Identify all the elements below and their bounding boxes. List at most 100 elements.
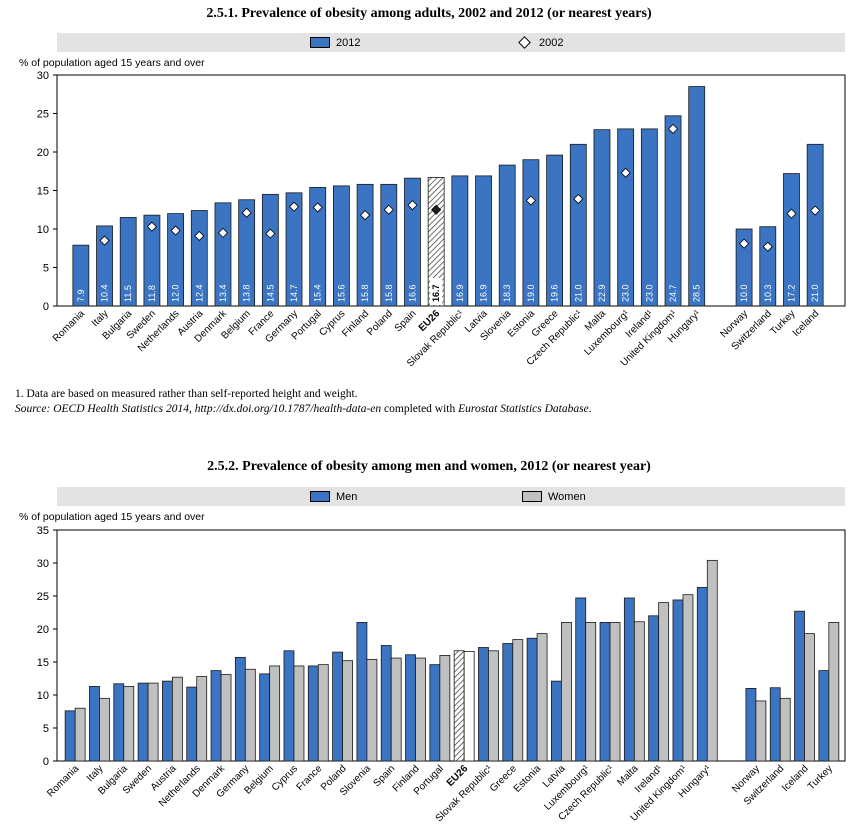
bar-2012-poland <box>380 183 398 307</box>
chart2-title: 2.5.2. Prevalence of obesity among men a… <box>207 459 651 474</box>
y-tick-label: 10 <box>37 690 49 702</box>
bar-2012-bulgaria <box>119 217 137 307</box>
y-tick-label: 20 <box>37 147 49 159</box>
y-tick-label: 10 <box>37 224 49 236</box>
marker-2002-eu26 <box>431 204 442 215</box>
bar-men-hungary <box>696 587 708 762</box>
data-label-turkey: 17.2 <box>786 284 796 302</box>
source-connector: completed with <box>384 403 456 415</box>
data-label-cyprus: 15.6 <box>336 284 346 302</box>
legend-label-2002: 2002 <box>539 36 564 49</box>
bar-2012-netherlands <box>167 213 184 307</box>
bar-2012-united-kingdom <box>664 115 682 307</box>
x-tick-label-turkey: Turkey <box>806 763 835 792</box>
bar-men-denmark <box>210 670 222 762</box>
bar-2012-greece <box>546 154 563 307</box>
legend-label-women: Women <box>548 490 586 503</box>
marker-2002-switzerland <box>762 241 773 252</box>
y-tick-label: 25 <box>37 591 49 603</box>
marker-2002-luxembourg <box>620 167 631 178</box>
marker-2002-norway <box>739 238 750 249</box>
marker-2002-poland <box>383 204 394 215</box>
y-tick-label: 5 <box>43 263 49 275</box>
data-label-malta: 22.9 <box>597 284 607 302</box>
bar-men-bulgaria <box>113 683 125 762</box>
data-label-eu26: 16.7 <box>431 284 441 302</box>
bar-2012-romania <box>72 244 90 307</box>
bar-2012-malta <box>593 129 611 307</box>
legend-label-men: Men <box>336 490 358 503</box>
x-tick-label-spain: Spain <box>393 308 419 334</box>
source-db: Eurostat Statistics Database <box>458 403 589 415</box>
bar-men-latvia <box>551 680 562 762</box>
bar-men-france <box>307 665 319 762</box>
x-tick-label-iceland: Iceland <box>791 308 822 339</box>
chart2-legend: Men Women <box>57 487 845 506</box>
marker-2002-sweden <box>146 221 157 232</box>
bar-women-france <box>317 664 329 762</box>
marker-2002-finland <box>360 210 371 221</box>
x-tick-label-france: France <box>295 763 325 793</box>
data-label-switzerland: 10.3 <box>763 284 773 302</box>
data-label-bulgaria: 11.5 <box>123 285 133 302</box>
marker-2002-austria <box>194 230 205 241</box>
bar-women-germany <box>244 668 256 762</box>
legend-label-2012: 2012 <box>336 36 361 49</box>
data-label-estonia: 19.0 <box>526 284 536 302</box>
bar-men-norway <box>745 687 757 762</box>
marker-2002-italy <box>99 235 110 246</box>
bar-2012-hungary <box>688 86 706 307</box>
bar-men-spain <box>380 645 392 762</box>
footnote: 1. Data are based on measured rather tha… <box>15 388 358 400</box>
data-label-united-kingdom: 24.7 <box>668 284 678 302</box>
bar-women-austria <box>172 676 183 762</box>
plot-frame <box>56 529 846 762</box>
bar-women-ireland <box>658 602 670 762</box>
bar-2012-ireland <box>640 128 658 307</box>
bar-women-belgium <box>269 665 281 762</box>
bar-men-sweden <box>137 682 149 762</box>
bar-2012-sweden <box>143 214 161 307</box>
bar-women-estonia <box>536 633 548 762</box>
bar-women-malta <box>633 621 645 762</box>
bar-2012-belgium <box>238 199 256 307</box>
bar-men-italy <box>89 686 100 762</box>
x-tick-label-cyprus: Cyprus <box>270 763 300 793</box>
legend-item-2002: 2002 <box>517 36 563 49</box>
y-tick-label: 30 <box>37 558 49 570</box>
bar-men-austria <box>162 680 173 762</box>
data-label-netherlands: 12.0 <box>171 284 181 302</box>
bar-women-switzerland <box>779 697 791 762</box>
y-tick-label: 25 <box>37 109 49 121</box>
chart2-y-axis-label: % of population aged 15 years and over <box>19 511 205 523</box>
bar-women-united-kingdom <box>682 594 694 762</box>
source-label: Source: <box>15 403 51 415</box>
marker-2002-united-kingdom <box>667 123 679 134</box>
bar-men-netherlands <box>186 686 198 762</box>
data-label-poland: 15.8 <box>384 284 394 302</box>
bar-2012-estonia <box>522 159 540 307</box>
bar-men-slovak-republic <box>478 647 489 762</box>
bar-women-greece <box>512 639 524 762</box>
source-end: . <box>588 403 592 415</box>
bar-2012-czech-republic <box>569 143 587 307</box>
data-label-france: 14.5 <box>265 284 275 302</box>
bar-men-romania <box>64 710 76 762</box>
chart1-title: 2.5.1. Prevalence of obesity among adult… <box>206 6 652 21</box>
chart1-legend: 2012 2002 <box>57 33 845 52</box>
bar-men-turkey <box>818 670 830 762</box>
bar-men-portugal <box>429 664 441 762</box>
bar-men-czech-republic <box>599 622 611 762</box>
data-label-czech-republic: 21.0 <box>573 284 583 302</box>
chart1-plot: 0 5 10 15 20 25 30 7.9 10.4 11.5 11.8 12.0 12.4 13.4 1… <box>37 70 846 369</box>
bar-men-united-kingdom <box>672 599 684 762</box>
bar-men-germany <box>234 656 246 762</box>
bar-women-czech-republic <box>609 622 621 762</box>
bar-2012-luxembourg <box>617 128 635 307</box>
bar-women-latvia <box>561 622 572 762</box>
data-label-romania: 7.9 <box>76 289 86 302</box>
bar-2012-slovenia <box>498 164 516 307</box>
bar-men-finland <box>405 654 416 762</box>
bar-2012-turkey <box>783 173 800 307</box>
data-label-austria: 12.4 <box>194 284 204 302</box>
